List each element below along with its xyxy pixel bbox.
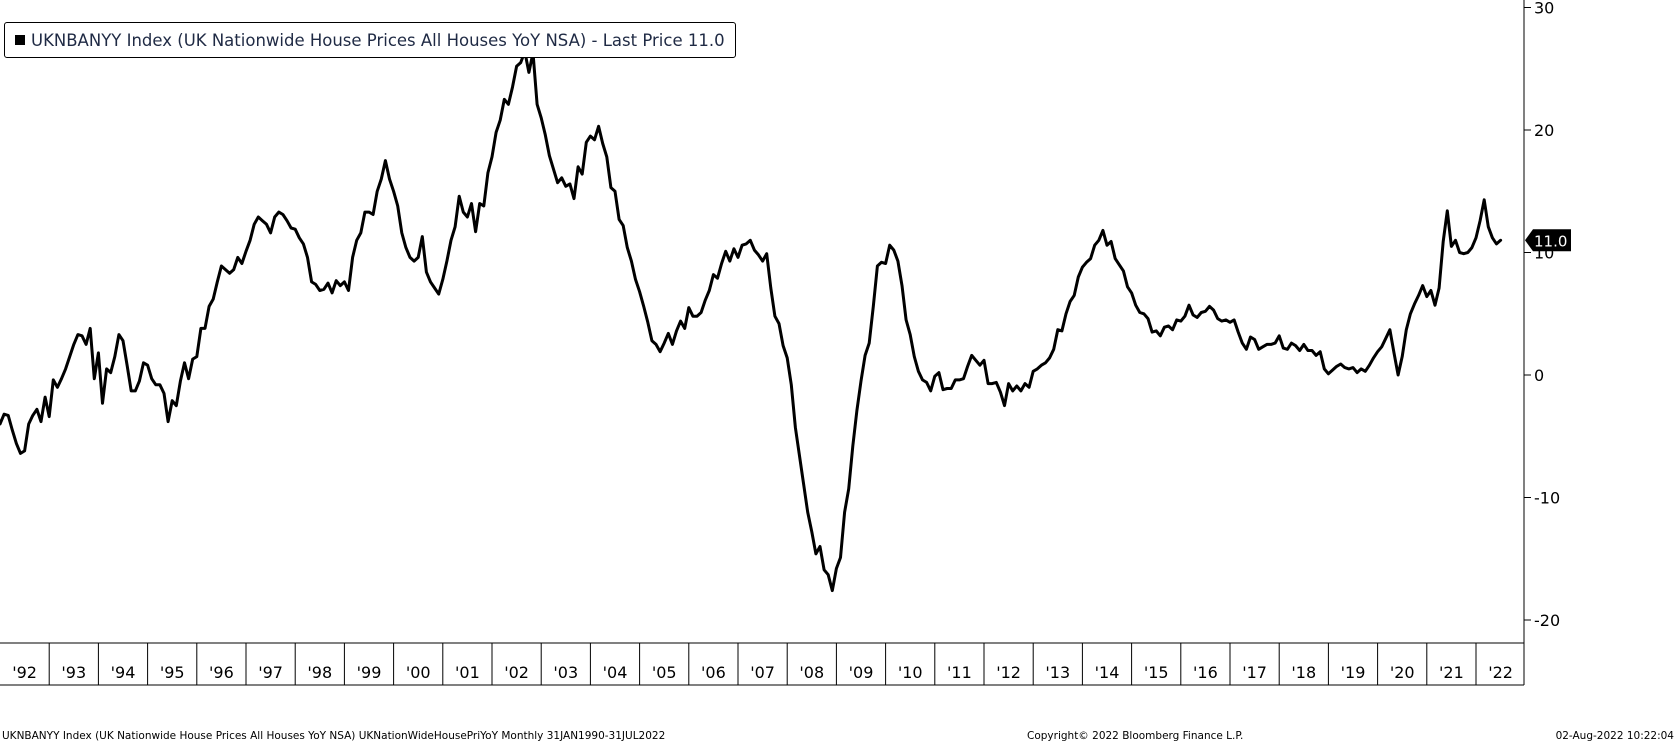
x-tick-label: '09: [849, 663, 874, 682]
footer-series-info: UKNBANYY Index (UK Nationwide House Pric…: [2, 730, 666, 742]
last-value-marker: 11.0: [1525, 229, 1571, 252]
legend: UKNBANYY Index (UK Nationwide House Pric…: [4, 22, 736, 58]
x-tick-label: '10: [898, 663, 923, 682]
x-tick-label: '96: [209, 663, 234, 682]
x-tick-label: '00: [406, 663, 431, 682]
y-tick-label: 30: [1534, 0, 1554, 18]
x-tick-label: '16: [1193, 663, 1218, 682]
x-tick-label: '13: [1045, 663, 1070, 682]
x-tick-label: '07: [750, 663, 775, 682]
x-tick-label: '19: [1341, 663, 1366, 682]
x-tick-label: '01: [455, 663, 480, 682]
legend-swatch: [15, 35, 25, 45]
x-ticks: '92 '93 '94 '95 '96 '97 '98 '99 '00 '01 '02 '03 '04 '…: [12, 643, 1513, 685]
legend-label: UKNBANYY Index (UK Nationwide House Pric…: [31, 30, 725, 50]
x-tick-label: '06: [701, 663, 726, 682]
plot-frame: [0, 0, 1525, 686]
footer-timestamp: 02-Aug-2022 10:22:04: [1555, 730, 1674, 742]
x-tick-label: '98: [307, 663, 332, 682]
y-tick-label: -20: [1534, 611, 1560, 630]
x-tick-label: '17: [1242, 663, 1267, 682]
y-tick-label: 20: [1534, 121, 1554, 140]
x-tick-label: '05: [652, 663, 677, 682]
x-tick-label: '11: [947, 663, 972, 682]
x-tick-label: '14: [1095, 663, 1120, 682]
x-tick-label: '02: [504, 663, 529, 682]
x-tick-label: '22: [1488, 663, 1513, 682]
y-tick-label: 0: [1534, 366, 1544, 385]
x-tick-label: '12: [996, 663, 1021, 682]
x-tick-label: '18: [1291, 663, 1316, 682]
y-tick-label: -10: [1534, 489, 1560, 508]
last-value-label: 11.0: [1534, 232, 1567, 250]
x-tick-label: '03: [553, 663, 578, 682]
x-tick-label: '15: [1144, 663, 1169, 682]
x-tick-label: '93: [61, 663, 86, 682]
x-tick-label: '04: [603, 663, 628, 682]
footer-copyright: Copyright© 2022 Bloomberg Finance L.P.: [1027, 730, 1244, 742]
x-tick-label: '92: [12, 663, 37, 682]
x-tick-label: '95: [160, 663, 185, 682]
series-line: [0, 50, 1503, 593]
last-value-tag: [1525, 229, 1571, 252]
x-tick-label: '08: [799, 663, 824, 682]
x-tick-label: '94: [111, 663, 136, 682]
x-tick-label: '20: [1390, 663, 1415, 682]
x-tick-label: '21: [1439, 663, 1464, 682]
x-tick-label: '97: [258, 663, 283, 682]
x-tick-label: '99: [357, 663, 382, 682]
